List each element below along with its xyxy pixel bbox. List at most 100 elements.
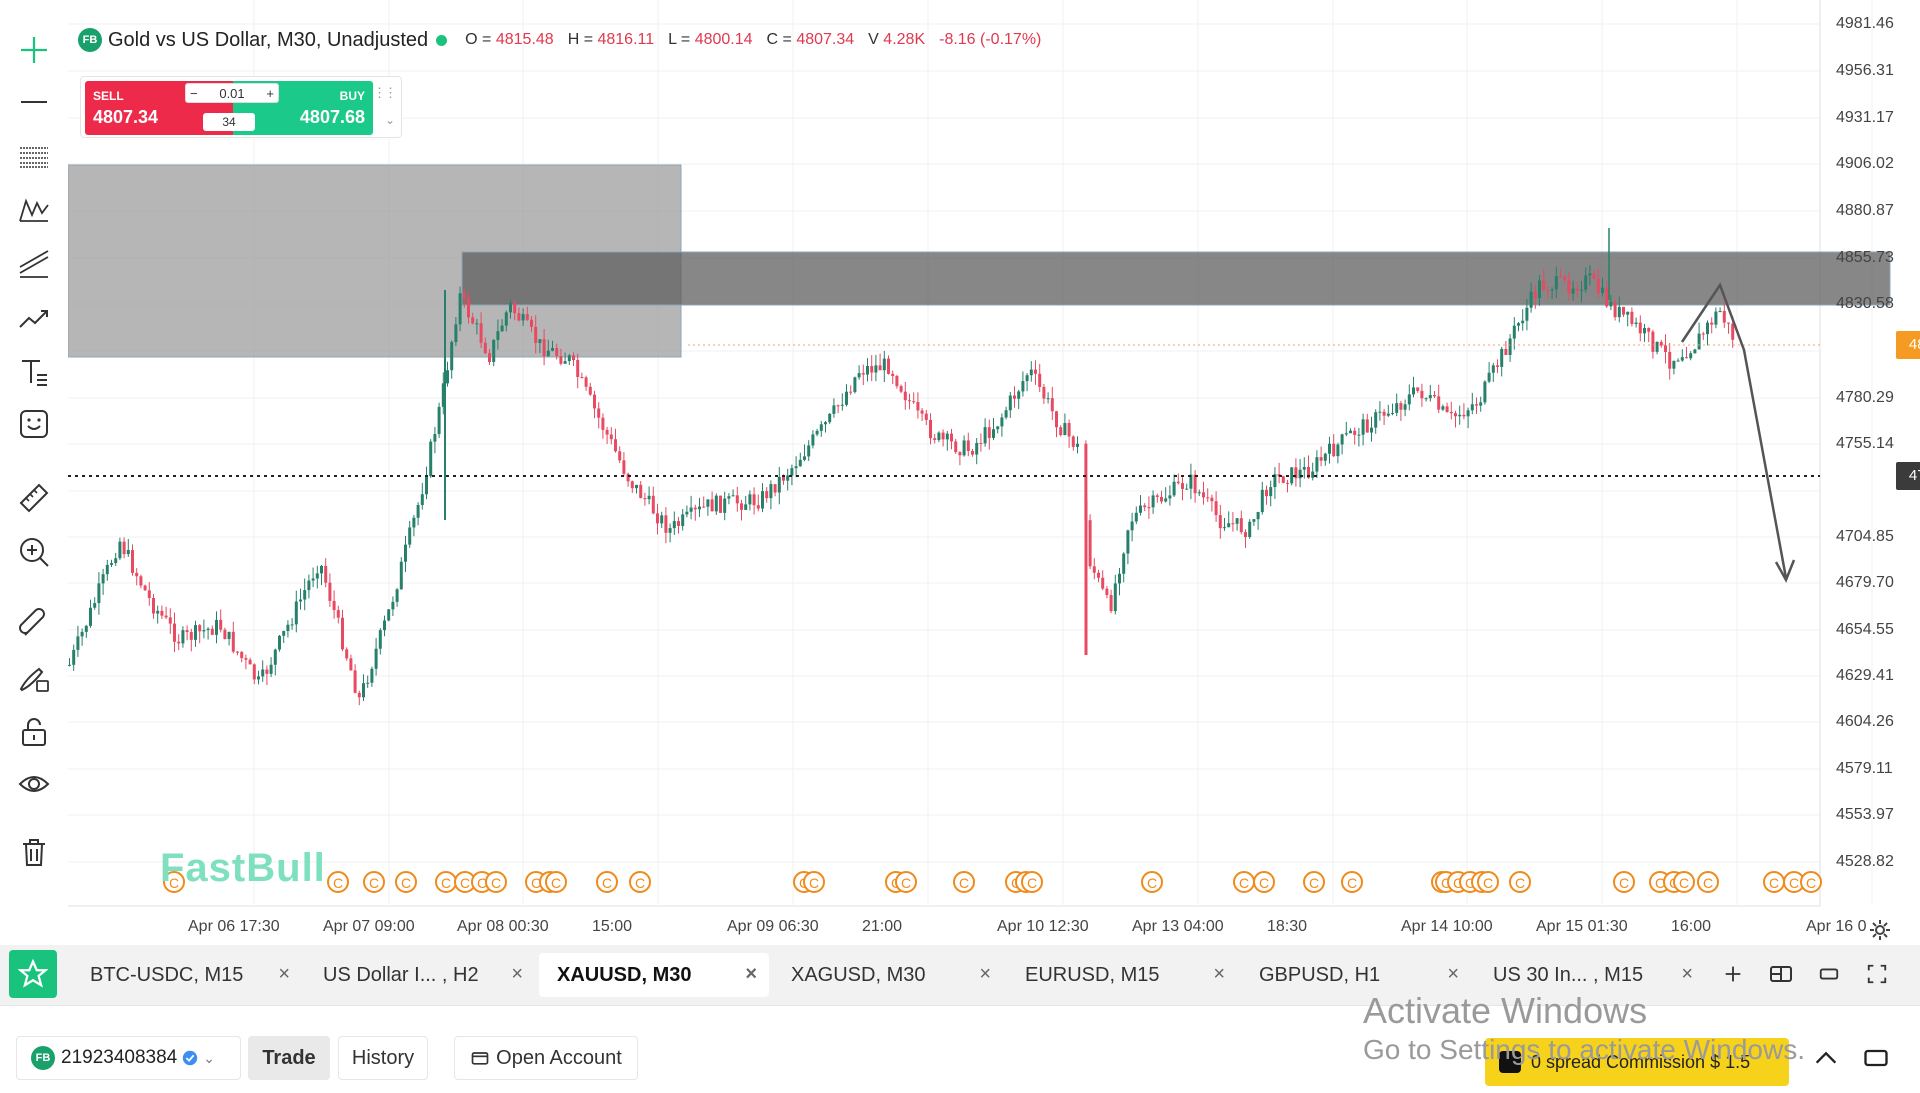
crosshair-icon[interactable] [14,30,54,70]
lot-increase-button[interactable]: + [266,85,274,101]
collapse-panel-button[interactable] [1812,1044,1842,1074]
candle-body [370,668,374,683]
layout-icon[interactable] [1764,957,1798,991]
price-tick-label: 4604.26 [1836,713,1894,730]
unlock-icon[interactable] [14,712,54,752]
buy-price: 4807.68 [299,107,365,127]
time-tick-label: Apr 10 12:30 [997,918,1089,935]
event-marker-label: C [1515,875,1525,891]
trend-line-icon[interactable] [14,298,54,338]
event-marker-label: C [1655,875,1665,891]
add-tab-button[interactable] [1716,957,1750,991]
candle-body [1701,333,1705,335]
fib-lines-icon[interactable] [14,136,54,176]
candle-body [433,434,437,442]
price-chart[interactable]: CCCCCCCCCCCCCCCCCCCCCCCCCCCCCCCCCCCCCCCC… [68,0,1920,945]
candle-body [471,317,475,324]
price-tick-label: 4654.55 [1836,621,1894,638]
candle-body [1239,518,1243,533]
lot-value[interactable]: 0.01 [219,85,245,101]
candle-body [1130,521,1134,531]
price-tick-label: 4855.73 [1836,249,1894,266]
window-icon[interactable] [1812,957,1846,991]
promo-banner[interactable]: 0 spread Commission $ 1.5 [1485,1038,1789,1086]
magnet-icon[interactable] [14,604,54,644]
close-icon[interactable]: × [278,963,290,985]
candle-body [1680,357,1684,361]
candle-body [1172,481,1176,496]
tab-6[interactable]: US 30 In... , M15 × [1475,953,1705,997]
open-account-button[interactable]: Open Account [454,1036,638,1080]
text-icon[interactable] [14,352,54,392]
candle-body [929,419,932,439]
history-tab[interactable]: History [338,1036,428,1080]
close-icon[interactable]: × [1681,963,1693,985]
time-tick-label: Apr 08 00:30 [457,918,549,935]
current-price-tag: 4807.34 [1896,331,1920,359]
candle-body [500,325,504,332]
parallel-channel-icon[interactable] [14,244,54,284]
candle-body [1302,466,1306,470]
candle-body [1155,495,1159,497]
crosshair-price-tag: 4737.28 [1896,462,1920,490]
trade-tab[interactable]: Trade [248,1036,330,1080]
candle-body [1336,444,1340,457]
symbol-title[interactable]: Gold vs US Dollar, M30, Unadjusted [108,28,429,51]
lot-decrease-button[interactable]: − [190,85,198,101]
event-marker [803,871,825,893]
fullscreen-icon[interactable] [1860,957,1894,991]
star-icon [18,959,48,988]
candle-body [349,658,353,671]
lot-size-stepper[interactable]: − 0.01 + [185,83,279,103]
favorites-star-button[interactable] [9,950,57,998]
draw-lock-icon[interactable] [14,658,54,698]
candle-body [143,585,147,591]
tab-4[interactable]: EURUSD, M15 × [1007,953,1237,997]
candle-body [1491,365,1495,373]
close-icon[interactable]: × [979,963,991,985]
ruler-icon[interactable] [14,478,54,518]
candle-body [546,350,550,357]
horizontal-line-icon[interactable] [14,82,54,122]
candle-body [790,468,794,476]
emoji-icon[interactable] [14,404,54,444]
tab-3[interactable]: XAGUSD, M30 × [773,953,1003,997]
event-marker-label: C [333,875,343,891]
promo-icon [1499,1051,1521,1073]
close-icon[interactable]: × [511,963,523,985]
candle-body [80,631,84,637]
chart-settings-icon[interactable] [1868,918,1892,942]
candle-body [437,406,441,435]
zoom-in-icon[interactable] [14,532,54,572]
candle-body [206,628,210,631]
drag-handle-icon[interactable]: ⋮⋮ [373,85,397,100]
close-icon[interactable]: × [1447,963,1459,985]
pattern-icon[interactable] [14,190,54,230]
account-selector[interactable]: FB 21923408384 ⌄ [16,1036,241,1080]
close-icon[interactable]: × [745,963,757,985]
tab-0[interactable]: BTC-USDC, M15 × [72,953,302,997]
candle-body [1008,395,1012,411]
tab-2[interactable]: XAUUSD, M30 × [539,953,769,997]
candle-body [1395,403,1399,413]
candle-body [252,664,256,680]
candle-body [1332,443,1336,457]
account-id: 21923408384 [61,1047,178,1068]
candle-body [1630,311,1634,324]
candle-body [773,484,777,493]
close-icon[interactable]: × [1213,963,1225,985]
tab-5[interactable]: GBPUSD, H1 × [1241,953,1471,997]
candle-body [483,342,487,354]
candle-body [689,507,693,512]
candle-body [1588,273,1592,276]
candle-body [853,377,857,393]
candle-body [1256,512,1260,520]
trash-icon[interactable] [14,832,54,872]
tab-label: GBPUSD, H1 [1259,963,1381,986]
chart-canvas[interactable]: CCCCCCCCCCCCCCCCCCCCCCCCCCCCCCCCCCCCCCCC… [68,0,1920,945]
tab-1[interactable]: US Dollar I... , H2 × [305,953,535,997]
maximize-panel-button[interactable] [1862,1044,1892,1074]
eye-icon[interactable] [14,764,54,804]
chevron-down-icon[interactable]: ⌄ [384,113,395,127]
candle-body [1668,352,1672,369]
